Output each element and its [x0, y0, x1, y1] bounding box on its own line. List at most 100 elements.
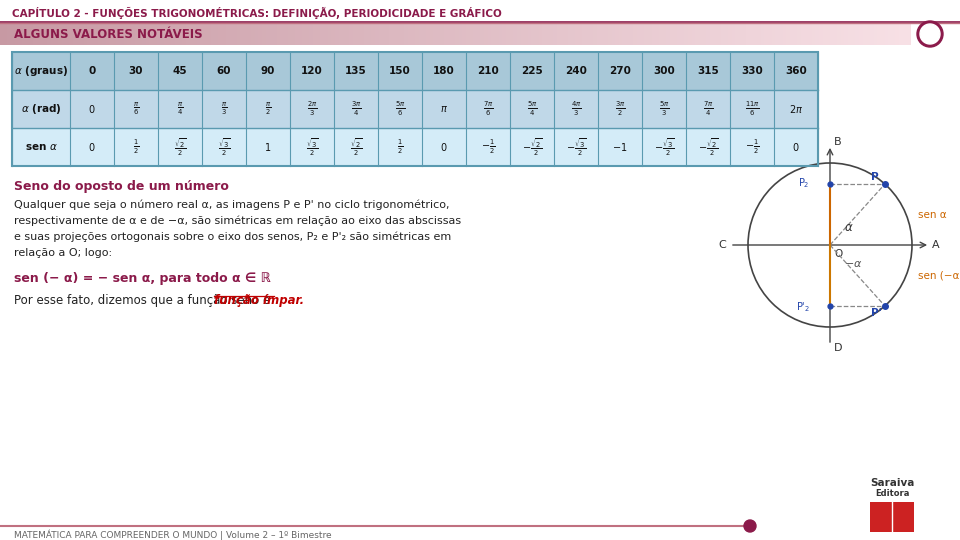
Bar: [248, 23, 252, 45]
Bar: [764, 23, 769, 45]
Bar: [288, 23, 292, 45]
Bar: [411, 23, 416, 45]
Bar: [520, 23, 525, 45]
Bar: [589, 23, 594, 45]
Text: 360: 360: [785, 66, 806, 76]
Text: 270: 270: [609, 66, 631, 76]
Bar: [888, 23, 892, 45]
Bar: [699, 23, 703, 45]
Bar: [481, 23, 485, 45]
Bar: [746, 23, 751, 45]
Bar: [833, 23, 838, 45]
Bar: [546, 23, 550, 45]
Bar: [695, 23, 700, 45]
Bar: [211, 23, 215, 45]
Bar: [739, 23, 743, 45]
Bar: [262, 23, 266, 45]
Bar: [295, 23, 299, 45]
Bar: [128, 23, 132, 45]
Text: MATEMÁTICA PARA COMPREENDER O MUNDO | Volume 2 – 1º Bimestre: MATEMÁTICA PARA COMPREENDER O MUNDO | Vo…: [14, 529, 331, 539]
Bar: [684, 23, 688, 45]
Bar: [662, 23, 666, 45]
Bar: [73, 23, 77, 45]
Bar: [863, 23, 867, 45]
Bar: [855, 23, 859, 45]
Text: $\frac{5\pi}{3}$: $\frac{5\pi}{3}$: [659, 100, 669, 118]
Bar: [732, 23, 735, 45]
Bar: [760, 23, 765, 45]
Text: $-\frac{1}{2}$: $-\frac{1}{2}$: [745, 138, 759, 156]
Bar: [859, 23, 863, 45]
Bar: [539, 23, 542, 45]
Text: 150: 150: [389, 66, 411, 76]
Text: $\frac{3\pi}{2}$: $\frac{3\pi}{2}$: [614, 100, 625, 118]
Text: 315: 315: [697, 66, 719, 76]
Bar: [33, 23, 36, 45]
Bar: [571, 23, 576, 45]
Bar: [291, 23, 296, 45]
Bar: [884, 23, 889, 45]
Bar: [353, 23, 357, 45]
Bar: [896, 23, 900, 45]
Bar: [240, 23, 245, 45]
Text: $\frac{1}{2}$: $\frac{1}{2}$: [396, 138, 403, 156]
Bar: [47, 23, 52, 45]
Bar: [87, 23, 91, 45]
Bar: [637, 23, 641, 45]
Bar: [837, 23, 841, 45]
Text: Qualquer que seja o número real α, as imagens P e P' no ciclo trigonométrico,: Qualquer que seja o número real α, as im…: [14, 200, 449, 211]
Bar: [175, 23, 179, 45]
Text: A: A: [932, 240, 940, 250]
Text: $\frac{\sqrt{3}}{2}$: $\frac{\sqrt{3}}{2}$: [306, 136, 318, 158]
Bar: [69, 23, 73, 45]
Text: $\frac{4\pi}{3}$: $\frac{4\pi}{3}$: [571, 100, 581, 118]
Bar: [14, 23, 18, 45]
Bar: [593, 23, 597, 45]
Bar: [179, 23, 182, 45]
Bar: [408, 23, 412, 45]
Text: Editora: Editora: [875, 489, 909, 498]
Bar: [40, 23, 44, 45]
Text: $\frac{\sqrt{2}}{2}$: $\frac{\sqrt{2}}{2}$: [174, 136, 186, 158]
Bar: [881, 23, 885, 45]
Text: $-\frac{\sqrt{3}}{2}$: $-\frac{\sqrt{3}}{2}$: [654, 136, 674, 158]
Bar: [422, 23, 426, 45]
Bar: [829, 23, 834, 45]
Bar: [8, 23, 12, 45]
Bar: [488, 23, 492, 45]
Text: 240: 240: [565, 66, 587, 76]
Bar: [754, 23, 757, 45]
Bar: [182, 23, 186, 45]
Text: $0$: $0$: [88, 103, 96, 115]
Circle shape: [917, 21, 943, 47]
Bar: [219, 23, 223, 45]
Bar: [691, 23, 696, 45]
Bar: [444, 23, 448, 45]
Bar: [877, 23, 881, 45]
Bar: [426, 23, 430, 45]
Bar: [113, 23, 117, 45]
Text: 300: 300: [653, 66, 675, 76]
Text: 60: 60: [217, 66, 231, 76]
Bar: [874, 23, 877, 45]
Bar: [735, 23, 739, 45]
Bar: [11, 23, 15, 45]
Text: 180: 180: [433, 66, 455, 76]
Bar: [750, 23, 754, 45]
Bar: [492, 23, 495, 45]
Text: CAPÍTULO 2 - FUNÇÕES TRIGONOMÉTRICAS: DEFINIÇÃO, PERIODICIDADE E GRÁFICO: CAPÍTULO 2 - FUNÇÕES TRIGONOMÉTRICAS: DE…: [12, 7, 502, 19]
Bar: [153, 23, 157, 45]
Bar: [317, 23, 321, 45]
Bar: [568, 23, 572, 45]
Bar: [116, 23, 121, 45]
Bar: [495, 23, 499, 45]
Text: D: D: [834, 343, 843, 353]
Bar: [659, 23, 663, 45]
Bar: [309, 23, 314, 45]
Bar: [396, 23, 401, 45]
Text: P': P': [871, 308, 881, 318]
Bar: [713, 23, 717, 45]
Text: sen $\alpha$: sen $\alpha$: [25, 142, 58, 152]
Text: $\frac{\sqrt{3}}{2}$: $\frac{\sqrt{3}}{2}$: [218, 136, 230, 158]
Text: $\frac{5\pi}{6}$: $\frac{5\pi}{6}$: [395, 100, 405, 118]
